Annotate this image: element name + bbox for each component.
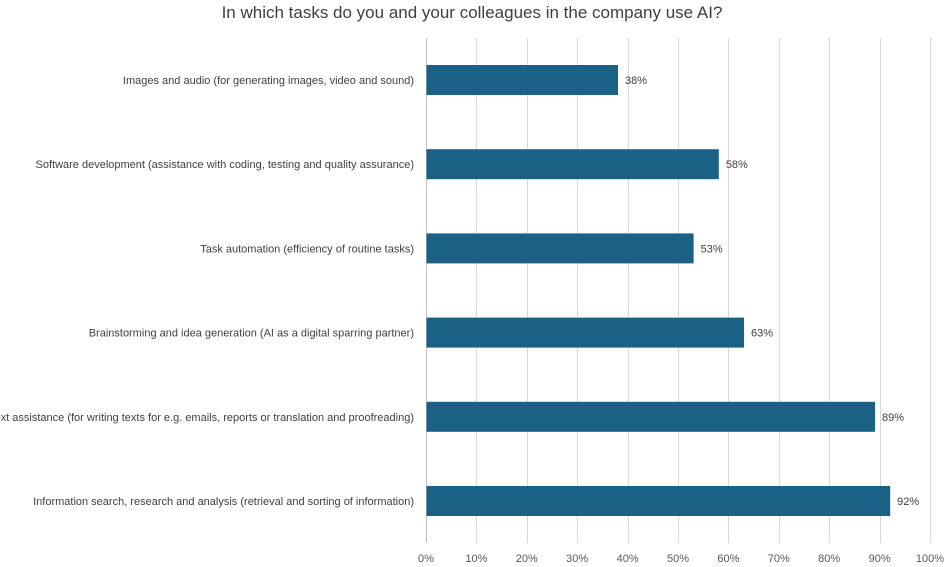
x-tick-label: 0% bbox=[418, 553, 434, 565]
data-label: 38% bbox=[625, 75, 647, 87]
bars bbox=[426, 65, 891, 516]
category-label: Text assistance (for writing texts for e… bbox=[0, 412, 414, 424]
data-label: 89% bbox=[882, 412, 904, 424]
category-label: Task automation (efficiency of routine t… bbox=[200, 243, 414, 255]
data-label: 63% bbox=[751, 328, 773, 340]
chart-title: In which tasks do you and your colleague… bbox=[221, 3, 723, 22]
category-label: Information search, research and analysi… bbox=[33, 496, 414, 508]
bar bbox=[426, 317, 745, 348]
gridlines bbox=[426, 38, 931, 543]
x-tick-label: 80% bbox=[818, 553, 840, 565]
labels: 0% 10% 20% 30% 40% 50% 60% 70% 80% 90% 100% Images … bbox=[0, 75, 944, 565]
x-tick-label: 60% bbox=[717, 553, 739, 565]
x-tick-label: 90% bbox=[869, 553, 891, 565]
data-label: 92% bbox=[897, 496, 919, 508]
x-tick-label: 70% bbox=[768, 553, 790, 565]
bar bbox=[426, 149, 719, 180]
x-tick-label: 50% bbox=[667, 553, 689, 565]
x-tick-label: 40% bbox=[617, 553, 639, 565]
bar bbox=[426, 486, 891, 516]
bar bbox=[426, 401, 876, 432]
x-tick-label: 30% bbox=[566, 553, 588, 565]
bar bbox=[426, 65, 619, 95]
category-label: Images and audio (for generating images,… bbox=[123, 75, 414, 87]
bar bbox=[426, 233, 694, 264]
x-tick-label: 100% bbox=[916, 553, 944, 565]
x-tick-label: 10% bbox=[465, 553, 487, 565]
x-tick-label: 20% bbox=[516, 553, 538, 565]
category-label: Software development (assistance with co… bbox=[36, 159, 415, 171]
data-label: 53% bbox=[701, 243, 723, 255]
data-label: 58% bbox=[726, 159, 748, 171]
category-label: Brainstorming and idea generation (AI as… bbox=[89, 328, 414, 340]
